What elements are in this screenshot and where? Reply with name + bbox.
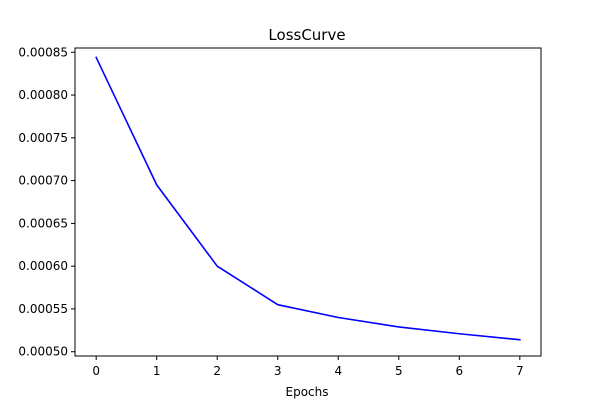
loss-series-line (95, 56, 521, 341)
y-tick-label: 0.00070 (18, 174, 68, 188)
x-tick-label: 0 (92, 364, 100, 378)
x-tick-label: 5 (395, 364, 403, 378)
x-tick-label: 1 (153, 364, 161, 378)
y-tick-label: 0.00075 (18, 131, 68, 145)
plot-frame (74, 47, 542, 357)
y-tick-label: 0.00060 (18, 259, 68, 273)
y-tick-label: 0.00085 (18, 45, 68, 59)
y-tick-label: 0.00055 (18, 302, 68, 316)
plot-area: 0 1 2 3 4 5 6 7 0.00050 0.00055 0.00060 0.00065 0.00… (18, 45, 542, 378)
x-tick-label: 6 (455, 364, 463, 378)
x-axis-label: Epochs (286, 385, 329, 399)
y-tick-label: 0.00050 (18, 345, 68, 359)
x-tick-label: 2 (213, 364, 221, 378)
y-tick-label: 0.00080 (18, 88, 68, 102)
x-tick-label: 7 (516, 364, 524, 378)
chart-title: LossCurve (268, 26, 345, 44)
y-tick-label: 0.00065 (18, 216, 68, 230)
x-tick-label: 3 (274, 364, 282, 378)
x-tick-label: 4 (334, 364, 342, 378)
